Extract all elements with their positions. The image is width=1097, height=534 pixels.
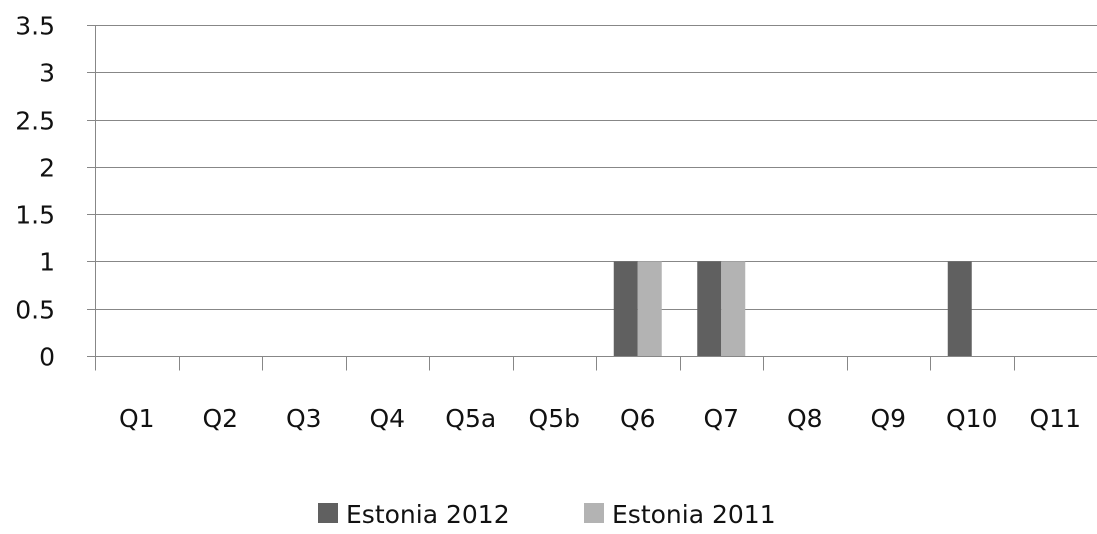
y-tick-label: 0.5 — [15, 296, 55, 325]
bar-estonia-2011-q7 — [721, 261, 746, 356]
y-tick-label: 2.5 — [15, 107, 55, 136]
bar-estonia-2012-q6 — [613, 261, 638, 356]
x-tick-label: Q10 — [946, 404, 998, 433]
x-tick-label: Q3 — [286, 404, 322, 433]
x-tick-label: Q4 — [369, 404, 405, 433]
legend: Estonia 2012 Estonia 2011 — [318, 500, 776, 529]
x-tick-label: Q6 — [620, 404, 656, 433]
legend-swatch-estonia-2011 — [584, 503, 604, 523]
y-gridlines — [87, 25, 1097, 310]
bar-estonia-2012-q7 — [697, 261, 722, 356]
y-tick-label: 1 — [39, 248, 55, 277]
x-tick-label: Q11 — [1030, 404, 1082, 433]
x-tick-label: Q1 — [119, 404, 155, 433]
legend-swatch-estonia-2012 — [318, 503, 338, 523]
y-tick-label: 1.5 — [15, 201, 55, 230]
bar-estonia-2012-q10 — [947, 261, 972, 356]
x-axis-tick-labels: Q1 Q2 Q3 Q4 Q5a Q5b Q6 Q7 Q8 Q9 Q10 Q11 — [119, 404, 1081, 433]
y-tick-label: 3 — [39, 59, 55, 88]
x-tick-label: Q5a — [445, 404, 496, 433]
x-tick-label: Q5b — [529, 404, 580, 433]
bars — [613, 261, 972, 356]
axes — [87, 25, 1097, 371]
x-tick-label: Q9 — [870, 404, 906, 433]
y-tick-label: 0 — [39, 343, 55, 372]
y-axis-tick-labels: 0 0.5 1 1.5 2 2.5 3 3.5 — [15, 12, 55, 372]
bar-estonia-2011-q6 — [637, 261, 662, 356]
y-tick-label: 2 — [39, 154, 55, 183]
x-tick-label: Q8 — [787, 404, 823, 433]
y-tick-label: 3.5 — [15, 12, 55, 41]
legend-label-estonia-2011: Estonia 2011 — [612, 500, 776, 529]
x-tick-label: Q2 — [202, 404, 238, 433]
legend-label-estonia-2012: Estonia 2012 — [346, 500, 510, 529]
x-tick-label: Q7 — [703, 404, 739, 433]
